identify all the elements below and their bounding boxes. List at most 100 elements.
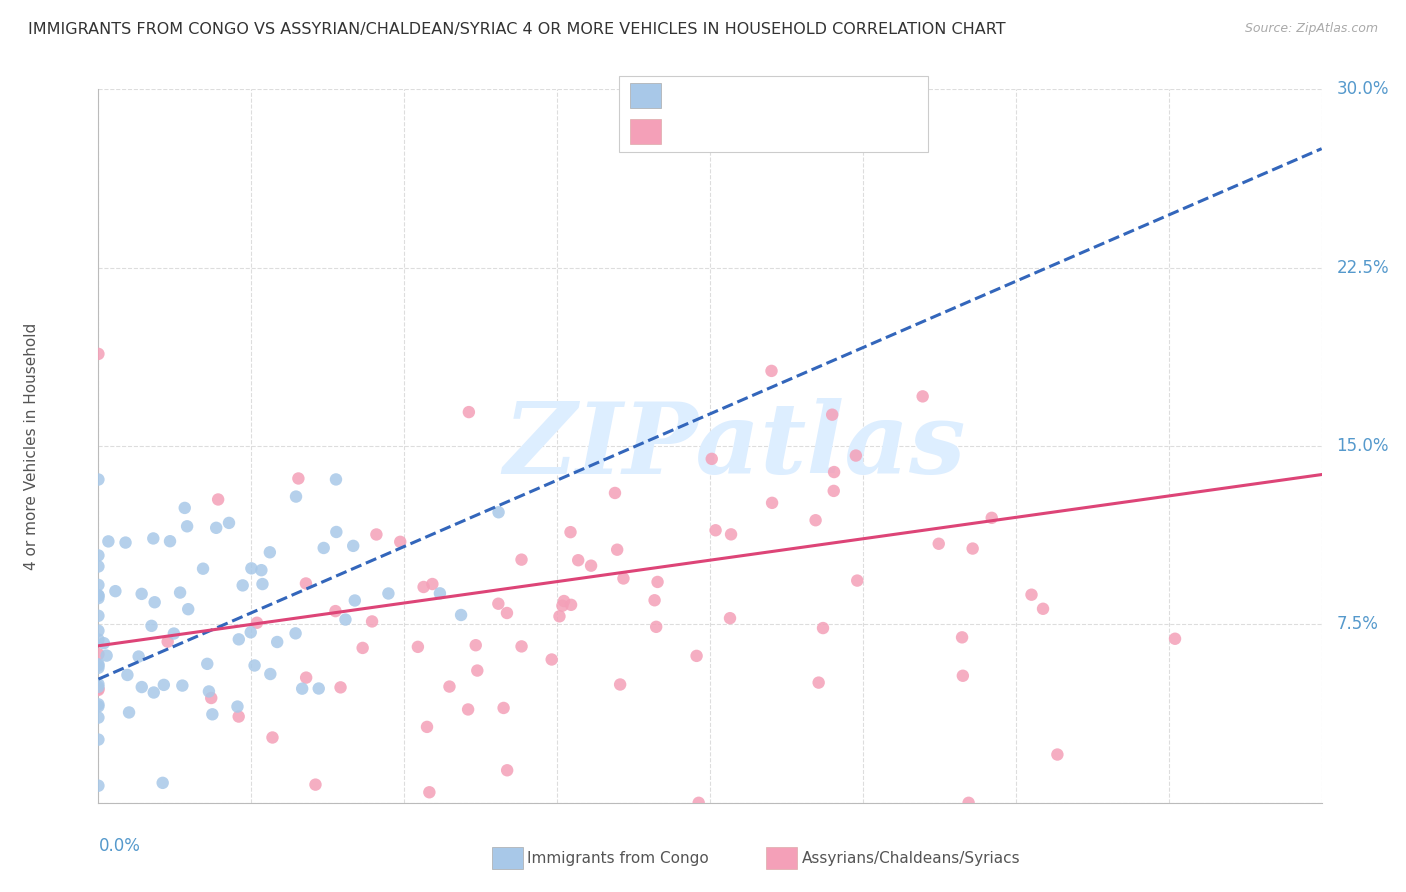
Point <box>1032 601 1054 615</box>
Point <box>603 486 626 500</box>
Point <box>114 535 136 549</box>
Point <box>226 699 249 714</box>
Point <box>87 624 110 638</box>
Point <box>418 785 440 799</box>
Point <box>1046 747 1069 762</box>
Point <box>560 525 582 540</box>
Text: 0.0%: 0.0% <box>98 837 141 855</box>
Point <box>492 701 515 715</box>
Point <box>450 607 472 622</box>
Point <box>845 449 868 463</box>
Point <box>685 648 707 663</box>
Text: Immigrants from Congo: Immigrants from Congo <box>527 851 709 865</box>
Point <box>343 593 366 607</box>
Point <box>412 580 434 594</box>
Point <box>131 680 153 694</box>
Point <box>761 364 783 378</box>
Point <box>761 496 783 510</box>
Point <box>366 527 388 541</box>
Point <box>821 408 844 422</box>
Point <box>304 778 326 792</box>
Text: Source: ZipAtlas.com: Source: ZipAtlas.com <box>1244 22 1378 36</box>
Point <box>1021 588 1043 602</box>
Point <box>87 698 110 712</box>
Point <box>287 471 309 485</box>
Point <box>97 534 120 549</box>
Point <box>510 640 533 654</box>
Point <box>704 523 727 537</box>
Text: R = 0.310: R = 0.310 <box>672 87 755 104</box>
Point <box>606 542 628 557</box>
Point <box>159 534 181 549</box>
Point <box>87 589 110 603</box>
Point <box>177 602 200 616</box>
Point <box>104 584 127 599</box>
Point <box>87 657 110 672</box>
Point <box>259 545 281 559</box>
Point <box>87 347 110 361</box>
Point <box>207 492 229 507</box>
Text: 22.5%: 22.5% <box>1336 259 1389 277</box>
Point <box>560 598 582 612</box>
Point <box>239 625 262 640</box>
Point <box>156 634 179 648</box>
Point <box>87 559 110 574</box>
Text: N = 74: N = 74 <box>768 87 842 104</box>
Point <box>252 577 274 591</box>
Point <box>551 599 574 613</box>
Point <box>176 519 198 533</box>
Point <box>540 652 562 666</box>
Point <box>169 585 191 599</box>
Point <box>93 636 115 650</box>
Text: R = 0.194: R = 0.194 <box>672 122 755 140</box>
Point <box>647 574 669 589</box>
Point <box>329 681 352 695</box>
Point <box>457 702 479 716</box>
Point <box>163 626 186 640</box>
Point <box>510 552 533 566</box>
Point <box>117 668 139 682</box>
Point <box>422 577 444 591</box>
Point <box>807 675 830 690</box>
Point <box>195 657 218 671</box>
Point <box>87 578 110 592</box>
Point <box>406 640 429 654</box>
Point <box>198 684 221 698</box>
Point <box>142 685 165 699</box>
Text: N = 78: N = 78 <box>768 122 842 140</box>
Point <box>262 731 284 745</box>
Point <box>173 500 195 515</box>
Point <box>232 578 254 592</box>
Point <box>911 389 934 403</box>
Point <box>87 661 110 675</box>
Text: 7.5%: 7.5% <box>1336 615 1378 633</box>
Point <box>980 511 1002 525</box>
Point <box>846 574 869 588</box>
Point <box>325 472 347 486</box>
Point <box>548 609 571 624</box>
Point <box>246 615 269 630</box>
Point <box>342 539 364 553</box>
Point <box>240 561 263 575</box>
Text: 30.0%: 30.0% <box>1336 80 1389 98</box>
Point <box>205 521 228 535</box>
Text: 4 or more Vehicles in Household: 4 or more Vehicles in Household <box>24 322 38 570</box>
Point <box>87 658 110 673</box>
Point <box>259 667 281 681</box>
Point <box>295 576 318 591</box>
Point <box>87 681 110 696</box>
Point <box>688 796 710 810</box>
Point <box>416 720 439 734</box>
Point <box>128 649 150 664</box>
Point <box>87 549 110 563</box>
Point <box>87 699 110 714</box>
Point <box>87 677 110 691</box>
Point <box>243 658 266 673</box>
Point <box>361 615 384 629</box>
Point <box>335 613 357 627</box>
Point <box>152 776 174 790</box>
Point <box>464 638 486 652</box>
Point <box>87 779 110 793</box>
Point <box>131 587 153 601</box>
Point <box>308 681 330 696</box>
